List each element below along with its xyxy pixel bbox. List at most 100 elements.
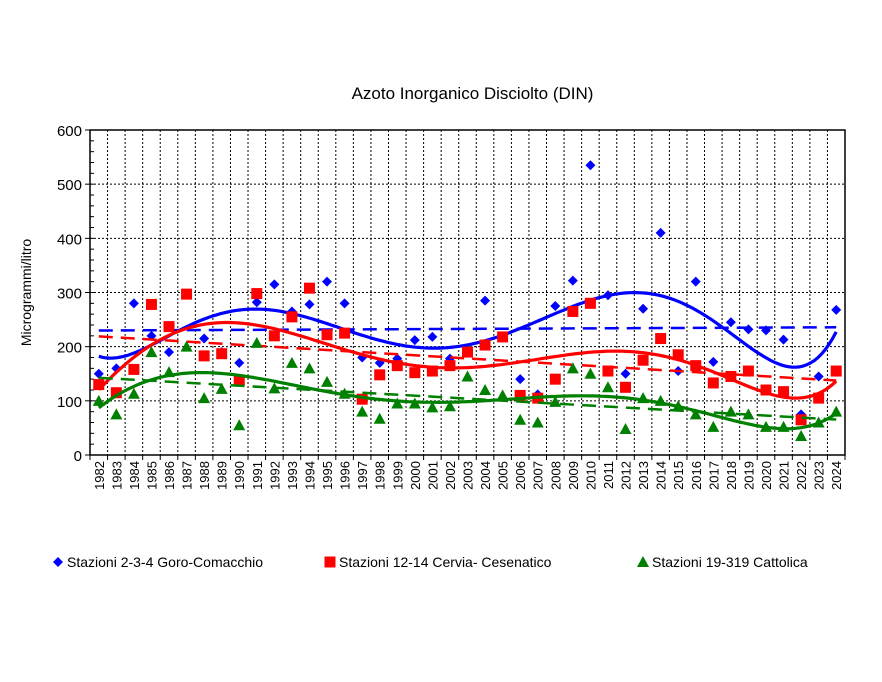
- data-point: [285, 356, 298, 368]
- x-tick-label: 2001: [425, 461, 440, 490]
- data-point: [356, 393, 368, 405]
- data-point: [163, 321, 175, 333]
- x-tick-label: 1989: [215, 461, 230, 490]
- linear-trendline: [98, 376, 837, 421]
- data-point: [549, 373, 561, 385]
- x-tick-label: 2021: [777, 461, 792, 490]
- data-point: [233, 419, 246, 431]
- series-3: [92, 336, 843, 442]
- data-point: [181, 288, 193, 300]
- data-point: [163, 366, 176, 378]
- data-point: [215, 382, 228, 394]
- data-point: [708, 356, 719, 367]
- data-point: [374, 369, 386, 381]
- data-point: [250, 336, 263, 348]
- x-tick-label: 1998: [373, 461, 388, 490]
- x-tick-label: 2022: [794, 461, 809, 490]
- y-tick-label: 200: [57, 340, 82, 357]
- y-tick-label: 400: [57, 231, 82, 248]
- data-point: [689, 408, 702, 420]
- data-point: [479, 384, 492, 395]
- data-point: [549, 395, 562, 407]
- data-point: [496, 389, 509, 401]
- x-tick-label: 2016: [689, 461, 704, 490]
- legend-label-3: Stazioni 19-319 Cattolica: [652, 554, 808, 570]
- data-point: [198, 392, 211, 404]
- data-point: [408, 397, 421, 409]
- data-point: [584, 297, 596, 309]
- data-point: [743, 324, 754, 335]
- x-tick-label: 2023: [812, 461, 827, 490]
- data-point: [567, 305, 579, 317]
- x-tick-label: 1983: [109, 461, 124, 490]
- data-point: [690, 276, 701, 287]
- data-point: [251, 288, 263, 300]
- x-tick-label: 1999: [390, 461, 405, 490]
- data-point: [391, 397, 404, 409]
- data-point: [620, 368, 631, 379]
- plot-area-border: [89, 129, 846, 456]
- data-point: [830, 405, 843, 417]
- series-1: [93, 160, 842, 420]
- x-tick-label: 2019: [741, 461, 756, 490]
- x-tick-label: 2017: [706, 461, 721, 490]
- data-point: [427, 331, 438, 342]
- data-point: [110, 387, 122, 399]
- x-tick-label: 2020: [759, 461, 774, 490]
- data-point: [654, 394, 667, 406]
- polynomial-trendline: [97, 320, 838, 400]
- data-point: [303, 282, 315, 294]
- y-axis-label: Microgrammi/litro: [18, 239, 34, 347]
- x-tick-label: 2002: [443, 461, 458, 490]
- data-point: [198, 350, 210, 362]
- data-point: [812, 416, 825, 428]
- x-tick-label: 1988: [197, 461, 212, 490]
- data-point: [251, 297, 262, 308]
- data-point: [638, 303, 649, 314]
- x-tick-label: 2024: [829, 461, 844, 490]
- x-tick-label: 1992: [267, 461, 282, 490]
- linear-trendline: [98, 335, 837, 382]
- data-point: [707, 420, 720, 432]
- data-point: [724, 405, 737, 417]
- data-point: [339, 327, 351, 339]
- linear-trendline: [98, 326, 837, 332]
- data-point: [725, 317, 736, 328]
- x-tick-label: 1995: [320, 461, 335, 490]
- data-point: [514, 389, 526, 401]
- data-point: [480, 295, 491, 306]
- x-tick-label: 1993: [285, 461, 300, 490]
- series-2: [93, 282, 842, 426]
- data-point: [127, 387, 140, 399]
- x-tick-label: 2007: [531, 461, 546, 490]
- x-tick-label: 1991: [250, 461, 265, 490]
- data-point: [602, 290, 613, 301]
- data-point: [620, 381, 632, 393]
- data-point: [286, 311, 298, 323]
- data-point: [93, 368, 104, 379]
- data-point: [462, 346, 473, 358]
- data-point: [426, 365, 438, 377]
- data-point: [303, 362, 316, 374]
- data-point: [321, 329, 333, 341]
- data-point: [637, 392, 650, 404]
- x-tick-label: 2010: [583, 461, 598, 490]
- data-point: [514, 413, 527, 425]
- x-tick-label: 2015: [671, 461, 686, 490]
- x-tick-label: 1997: [355, 461, 370, 490]
- data-point: [655, 227, 666, 238]
- data-point: [304, 299, 315, 310]
- data-point: [199, 333, 210, 344]
- data-point: [93, 379, 105, 391]
- data-point: [339, 298, 350, 309]
- x-tick-label: 1982: [92, 461, 107, 490]
- data-point: [461, 370, 474, 382]
- data-point: [813, 371, 824, 382]
- data-point: [391, 360, 403, 372]
- x-tick-label: 1990: [232, 461, 247, 490]
- x-tick-label: 2008: [548, 461, 563, 490]
- data-point: [268, 382, 281, 394]
- data-point: [655, 333, 667, 345]
